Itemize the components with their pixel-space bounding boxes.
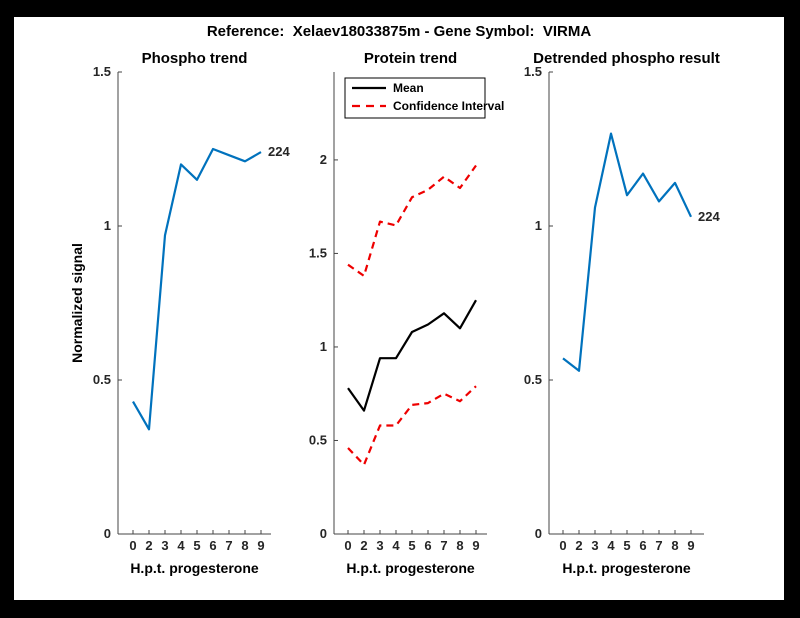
detrended-phospho-series-line bbox=[562, 132, 692, 372]
y-tick-label: 1.5 bbox=[524, 64, 542, 79]
x-tick-label: 6 bbox=[424, 538, 431, 553]
y-tick-label: 0.5 bbox=[93, 372, 111, 387]
plot-title: Phospho trend bbox=[142, 50, 248, 67]
x-tick-label: 8 bbox=[241, 538, 248, 553]
y-tick-label: 1.5 bbox=[93, 64, 111, 79]
x-tick-label: 3 bbox=[591, 538, 598, 553]
x-axis-label: H.p.t. progesterone bbox=[346, 560, 475, 576]
plot-title: Protein trend bbox=[364, 50, 457, 67]
x-tick-label: 5 bbox=[408, 538, 415, 553]
legend: Mean Confidence Interval bbox=[344, 77, 504, 119]
y-tick-label: 1 bbox=[320, 339, 327, 354]
y-tick-label: 1 bbox=[535, 218, 542, 233]
x-tick-label: 4 bbox=[392, 538, 400, 553]
protein-trend-series-line bbox=[347, 385, 477, 466]
x-tick-label: 9 bbox=[257, 538, 264, 553]
y-tick-label: 2 bbox=[320, 152, 327, 167]
y-tick-label: 0 bbox=[104, 526, 111, 541]
x-tick-label: 2 bbox=[575, 538, 582, 553]
x-tick-label: 8 bbox=[456, 538, 463, 553]
x-tick-label: 2 bbox=[360, 538, 367, 553]
y-axis-label: Normalized signal bbox=[69, 243, 85, 363]
x-tick-label: 3 bbox=[161, 538, 168, 553]
figure-canvas: Reference: Xelaev18033875m - Gene Symbol… bbox=[14, 17, 784, 600]
y-tick-label: 1.5 bbox=[309, 245, 327, 260]
x-tick-label: 4 bbox=[607, 538, 615, 553]
x-axis-label: H.p.t. progesterone bbox=[130, 560, 259, 576]
x-tick-label: 0 bbox=[344, 538, 351, 553]
x-tick-label: 9 bbox=[687, 538, 694, 553]
y-tick-label: 0.5 bbox=[309, 432, 327, 447]
x-tick-label: 7 bbox=[440, 538, 447, 553]
phospho-trend-series-line bbox=[132, 147, 262, 431]
x-tick-label: 7 bbox=[225, 538, 232, 553]
x-tick-label: 8 bbox=[671, 538, 678, 553]
legend-item-label: Mean bbox=[393, 81, 424, 95]
x-tick-label: 3 bbox=[376, 538, 383, 553]
x-tick-label: 9 bbox=[472, 538, 479, 553]
y-tick-label: 0 bbox=[320, 526, 327, 541]
protein-trend-series-line bbox=[347, 164, 477, 277]
y-tick-label: 0 bbox=[535, 526, 542, 541]
legend-item-label: Confidence Interval bbox=[393, 99, 504, 113]
x-tick-label: 2 bbox=[145, 538, 152, 553]
x-tick-label: 0 bbox=[129, 538, 136, 553]
protein-trend-series-line bbox=[347, 299, 477, 412]
plot-title: Detrended phospho result bbox=[533, 50, 720, 67]
x-axis-label: H.p.t. progesterone bbox=[562, 560, 691, 576]
figure-title: Reference: Xelaev18033875m - Gene Symbol… bbox=[206, 23, 592, 40]
x-tick-label: 0 bbox=[559, 538, 566, 553]
y-tick-label: 1 bbox=[104, 218, 111, 233]
x-tick-label: 6 bbox=[639, 538, 646, 553]
series-end-label: 224 bbox=[698, 209, 720, 224]
y-tick-label: 0.5 bbox=[524, 372, 542, 387]
x-tick-label: 5 bbox=[623, 538, 630, 553]
x-tick-label: 6 bbox=[209, 538, 216, 553]
legend-box bbox=[344, 77, 486, 119]
x-tick-label: 4 bbox=[177, 538, 185, 553]
x-tick-label: 7 bbox=[655, 538, 662, 553]
x-tick-label: 5 bbox=[193, 538, 200, 553]
series-end-label: 224 bbox=[268, 144, 290, 159]
